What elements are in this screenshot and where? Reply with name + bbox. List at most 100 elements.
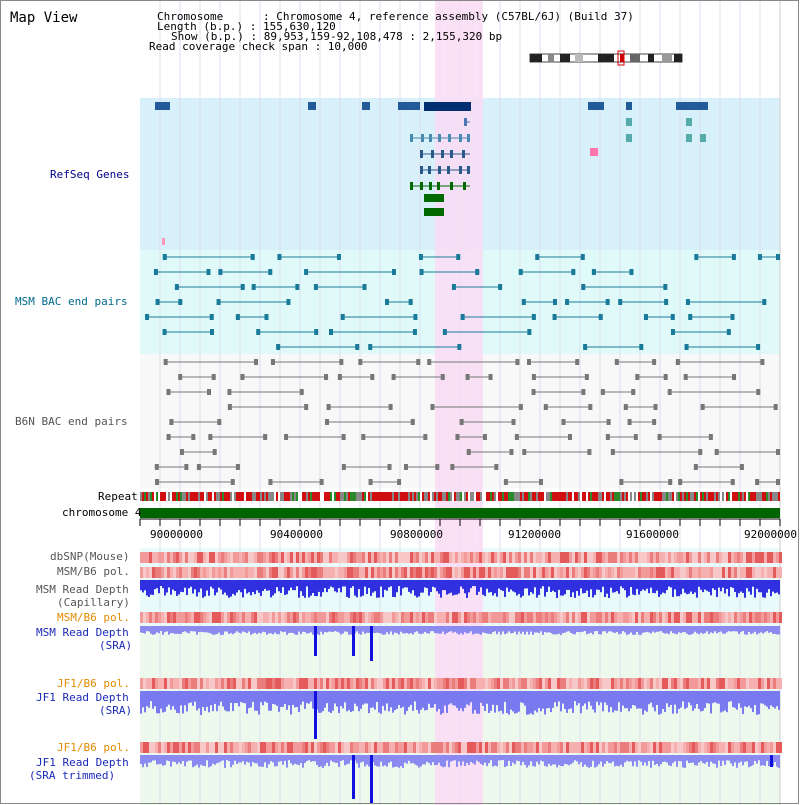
heat-cell xyxy=(320,552,323,563)
heat-cell xyxy=(167,567,170,578)
heat-cell xyxy=(779,567,782,578)
depth-bar xyxy=(584,691,586,704)
depth-bar xyxy=(170,580,172,595)
track-label-msm-depth-sra[interactable]: MSM Read Depth xyxy=(36,626,129,639)
heat-cell xyxy=(242,567,245,578)
depth-bar xyxy=(688,626,690,635)
depth-bar xyxy=(278,755,280,762)
track-label-msm-pol-2[interactable]: MSM/B6 pol. xyxy=(57,611,130,624)
depth-bar xyxy=(706,755,708,763)
repeat-segment xyxy=(216,492,218,501)
repeat-segment xyxy=(656,492,658,501)
heat-cell xyxy=(644,678,647,689)
depth-bar xyxy=(582,580,584,594)
heat-cell xyxy=(521,612,524,623)
b6n-bac-pair xyxy=(760,359,765,365)
heat-cell xyxy=(677,678,680,689)
heat-cell xyxy=(653,678,656,689)
heat-cell xyxy=(293,567,296,578)
depth-bar xyxy=(690,755,692,763)
depth-bar xyxy=(202,755,204,766)
msm-bac-pair xyxy=(419,269,424,275)
depth-bar xyxy=(196,691,198,711)
depth-bar xyxy=(196,580,198,597)
depth-bar xyxy=(696,580,698,598)
heat-cell xyxy=(488,678,491,689)
repeat-segment xyxy=(740,492,742,501)
msm-bac-pair xyxy=(552,314,557,320)
depth-bar xyxy=(768,580,770,590)
heat-cell xyxy=(482,742,485,753)
heat-cell xyxy=(752,678,755,689)
heat-cell xyxy=(191,612,194,623)
heat-cell xyxy=(347,612,350,623)
depth-bar xyxy=(708,755,710,767)
depth-bar xyxy=(242,626,244,632)
depth-bar xyxy=(226,626,228,632)
depth-bar xyxy=(298,626,300,632)
heat-cell xyxy=(482,567,485,578)
depth-bar xyxy=(186,580,188,596)
heat-cell xyxy=(422,678,425,689)
track-label-jf1-depth-sra[interactable]: JF1 Read Depth xyxy=(36,691,129,704)
repeat-segment xyxy=(690,492,692,501)
depth-bar xyxy=(204,580,206,597)
heat-cell xyxy=(560,742,563,753)
heat-cell xyxy=(326,612,329,623)
depth-bar xyxy=(572,691,574,713)
depth-bar xyxy=(426,626,428,634)
heat-cell xyxy=(218,552,221,563)
depth-bar xyxy=(516,755,518,761)
track-label-dbsnp[interactable]: dbSNP(Mouse) xyxy=(50,550,130,563)
depth-bar xyxy=(716,755,718,768)
depth-bar xyxy=(630,626,632,633)
depth-bar xyxy=(504,691,506,702)
depth-bar xyxy=(188,626,190,634)
track-label-msm-depth-cap[interactable]: MSM Read Depth xyxy=(36,583,129,596)
track-label-jf1-depth-trim[interactable]: JF1 Read Depth xyxy=(36,756,129,769)
depth-bar xyxy=(254,691,256,711)
depth-bar xyxy=(260,626,262,634)
depth-bar xyxy=(730,691,732,702)
b6n-bac-pair xyxy=(263,434,268,440)
track-label-jf1-pol-1[interactable]: JF1/B6 pol. xyxy=(57,677,130,690)
b6n-bac-pair xyxy=(561,419,566,425)
heat-cell xyxy=(326,742,329,753)
heat-cell xyxy=(551,612,554,623)
track-label-msm-pol-1[interactable]: MSM/B6 pol. xyxy=(57,565,130,578)
heat-cell xyxy=(437,678,440,689)
heat-cell xyxy=(590,678,593,689)
repeat-segment xyxy=(276,492,278,501)
heat-cell xyxy=(665,552,668,563)
heat-cell xyxy=(413,552,416,563)
depth-bar xyxy=(178,755,180,763)
depth-bar xyxy=(642,580,644,590)
track-label-msm-bac[interactable]: MSM BAC end pairs xyxy=(15,295,128,308)
heat-cell xyxy=(419,567,422,578)
repeat-segment xyxy=(588,492,590,501)
heat-cell xyxy=(596,552,599,563)
track-label-b6n-bac[interactable]: B6N BAC end pairs xyxy=(15,415,128,428)
depth-bar xyxy=(482,580,484,595)
depth-bar xyxy=(546,626,548,633)
track-label-repeat[interactable]: Repeat xyxy=(98,490,138,503)
heat-cell xyxy=(512,567,515,578)
track-label-refseq[interactable]: RefSeq Genes xyxy=(50,168,130,181)
b6n-bac-pair xyxy=(543,404,548,410)
depth-bar xyxy=(556,626,558,635)
depth-bar xyxy=(760,755,762,766)
depth-bar xyxy=(616,755,618,766)
gene-exon xyxy=(464,118,467,126)
msm-bac-pair xyxy=(475,269,480,275)
depth-bar xyxy=(352,580,354,587)
repeat-segment xyxy=(410,492,412,501)
depth-bar xyxy=(668,755,670,766)
heat-cell xyxy=(494,552,497,563)
depth-bar xyxy=(696,691,698,705)
repeat-segment xyxy=(256,492,258,501)
track-label-jf1-pol-2[interactable]: JF1/B6 pol. xyxy=(57,741,130,754)
heat-cell xyxy=(383,742,386,753)
depth-bar xyxy=(772,580,774,592)
heat-cell xyxy=(701,742,704,753)
